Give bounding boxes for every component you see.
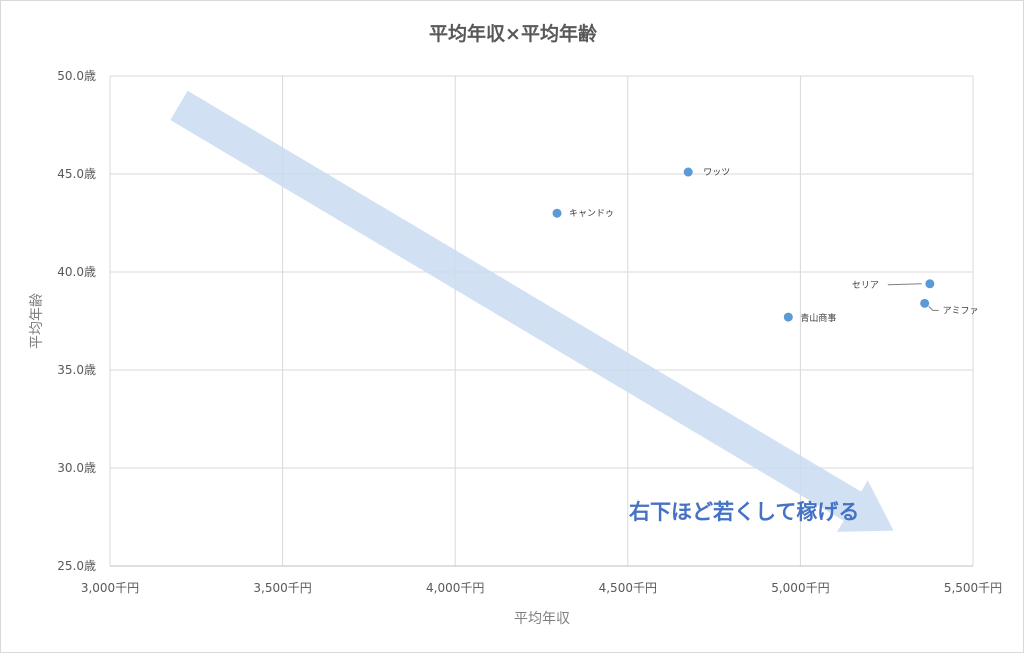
x-tick-label: 3,000千円 <box>81 581 139 595</box>
x-tick-label: 4,000千円 <box>426 581 484 595</box>
y-tick-label: 45.0歳 <box>57 167 96 181</box>
y-tick-label: 25.0歳 <box>57 559 96 573</box>
label-leader-line <box>928 306 939 311</box>
x-axis-ticks: 3,000千円 3,500千円 4,000千円 4,500千円 5,000千円 5,500… <box>81 581 1002 595</box>
x-tick-label: 5,500千円 <box>944 581 1002 595</box>
x-tick-label: 4,500千円 <box>599 581 657 595</box>
data-point <box>925 279 935 289</box>
data-point <box>552 208 562 218</box>
y-tick-label: 30.0歳 <box>57 461 96 475</box>
annotation-callout: 右下ほど若くして稼げる <box>629 500 859 524</box>
y-tick-label: 50.0歳 <box>57 69 96 83</box>
y-axis-ticks: 25.0歳 30.0歳 35.0歳 40.0歳 45.0歳 50.0歳 <box>57 69 96 573</box>
data-point <box>920 298 930 308</box>
x-tick-label: 3,500千円 <box>253 581 311 595</box>
data-point <box>783 312 793 322</box>
label-leader-line <box>887 283 922 286</box>
y-tick-label: 40.0歳 <box>57 265 96 279</box>
x-axis-title: 平均年収 <box>514 611 570 627</box>
chart-title: 平均年収×平均年齢 <box>429 22 598 45</box>
data-label: キャンドゥ <box>569 209 614 219</box>
trend-arrow <box>170 90 894 532</box>
data-label: アミファ <box>943 306 979 316</box>
x-tick-label: 5,000千円 <box>771 581 829 595</box>
grid <box>109 75 974 567</box>
data-label: セリア <box>852 280 879 291</box>
y-axis-title: 平均年齢 <box>29 293 45 349</box>
data-label: ワッツ <box>703 168 730 178</box>
data-label: 青山商事 <box>800 312 836 324</box>
trend-arrow-shape <box>170 90 894 532</box>
y-tick-label: 35.0歳 <box>57 363 96 377</box>
data-point <box>683 167 693 177</box>
